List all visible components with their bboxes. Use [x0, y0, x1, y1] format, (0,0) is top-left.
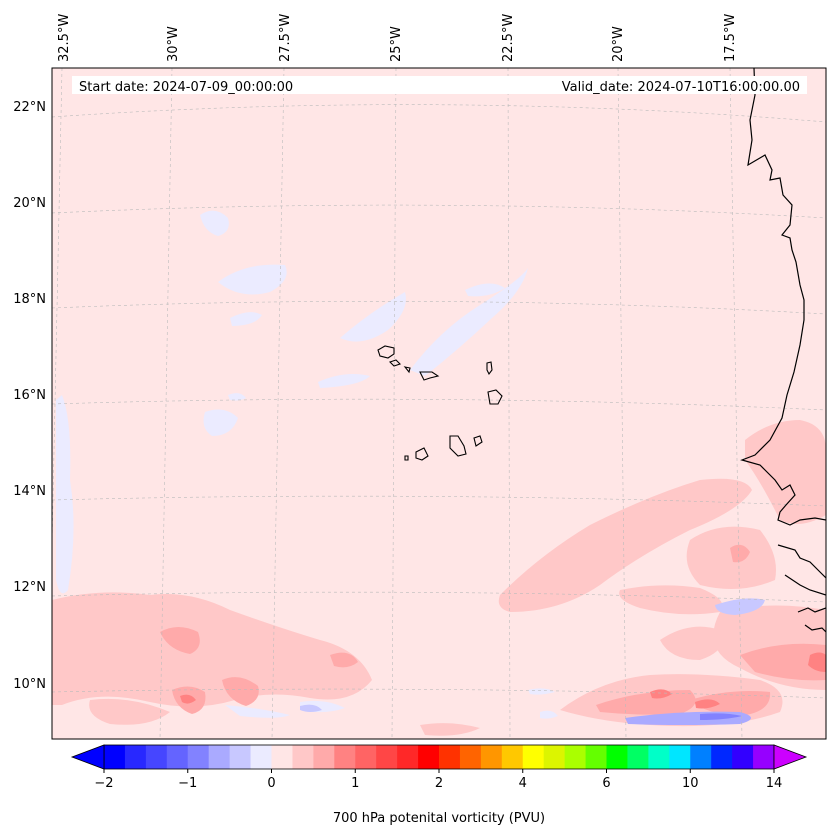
colorbar-tick-label: 10: [682, 776, 699, 791]
colorbar-cell: [250, 745, 272, 769]
lat-label: 18°N: [13, 292, 46, 307]
negative-pv-patches: [56, 210, 558, 719]
colorbar-cell: [271, 745, 293, 769]
colorbar-cell: [648, 745, 670, 769]
map-panel: [52, 68, 826, 739]
start-date-label: Start date: 2024-07-09_00:00:00: [79, 80, 293, 95]
positive-pv-dark-patches: [180, 652, 826, 709]
colorbar-tick-label: −1: [178, 776, 197, 791]
colorbar-cell: [124, 745, 147, 769]
info-strip: [72, 76, 807, 94]
colorbar-cell: [208, 745, 231, 769]
colorbar-label: 700 hPa potenital vorticity (PVU): [333, 811, 545, 826]
colorbar-cell: [418, 745, 440, 769]
colorbar-cell: [439, 745, 461, 769]
colorbar-cell: [313, 745, 335, 769]
colorbar-cell: [292, 745, 314, 769]
colorbar-cell: [585, 745, 607, 769]
colorbar-tick-label: 4: [519, 776, 527, 791]
negative-pv-strong-patches: [300, 598, 765, 725]
colorbar-tick-label: 2: [435, 776, 443, 791]
colorbar-cell: [397, 745, 419, 769]
lon-label: 20°W: [611, 26, 626, 62]
colorbar-cell: [711, 745, 733, 769]
lon-label: 30°W: [166, 26, 181, 62]
colorbar-cell: [732, 745, 754, 769]
colorbar-cell: [166, 745, 189, 769]
colorbar-cell: [564, 745, 586, 769]
colorbar-tick-label: 0: [267, 776, 275, 791]
colorbar-cell: [690, 745, 712, 769]
colorbar: −2 −1 0 1 2 4 6 10 14 700 hPa potenital vorticit…: [70, 744, 808, 826]
colorbar-cell: [145, 745, 168, 769]
map-frame: [51, 67, 827, 740]
lon-label: 27.5°W: [278, 14, 293, 62]
colorbar-cell: [501, 745, 524, 769]
colorbar-tick-label: 14: [766, 776, 783, 791]
lon-label: 25°W: [389, 26, 404, 62]
lon-label: 32.5°W: [57, 14, 72, 62]
coastline: [740, 68, 826, 633]
lon-label: 17.5°W: [723, 14, 738, 62]
colorbar-cell: [229, 745, 251, 769]
colorbar-cell: [376, 745, 398, 769]
colorbar-cell: [459, 745, 482, 769]
colorbar-cell: [355, 745, 377, 769]
latitude-labels: 22°N 20°N 18°N 16°N 14°N 12°N 10°N: [13, 100, 46, 692]
lon-label: 22.5°W: [501, 14, 516, 62]
colorbar-extend-high: [773, 744, 808, 770]
colorbar-tick-label: −2: [94, 776, 113, 791]
colorbar-tick-label: 1: [351, 776, 359, 791]
lat-label: 14°N: [13, 484, 46, 499]
valid-date-label: Valid_date: 2024-07-10T16:00:00.00: [562, 80, 800, 95]
colorbar-extend-low: [70, 744, 105, 770]
lat-label: 16°N: [13, 388, 46, 403]
colorbar-cell: [627, 745, 649, 769]
lat-label: 20°N: [13, 196, 46, 211]
colorbar-cell: [480, 745, 503, 769]
colorbar-cell: [334, 745, 356, 769]
lat-label: 12°N: [13, 580, 46, 595]
colorbar-cell: [753, 745, 775, 769]
colorbar-cell: [522, 745, 545, 769]
longitude-labels: 32.5°W 30°W 27.5°W 25°W 22.5°W 20°W 17.5…: [57, 14, 738, 62]
cape-verde-islands: [377, 345, 503, 461]
colorbar-cells: [103, 744, 775, 770]
lat-label: 10°N: [13, 677, 46, 692]
lat-label: 22°N: [13, 100, 46, 115]
colorbar-cell: [104, 745, 126, 769]
colorbar-tick-label: 6: [602, 776, 610, 791]
graticule: [52, 68, 826, 739]
colorbar-cell: [669, 745, 691, 769]
positive-pv-medium-patches: [160, 544, 826, 716]
colorbar-cell: [543, 745, 566, 769]
colorbar-cell: [187, 745, 210, 769]
colorbar-cell: [606, 745, 628, 769]
colorbar-ticks: −2 −1 0 1 2 4 6 10 14: [94, 769, 782, 791]
